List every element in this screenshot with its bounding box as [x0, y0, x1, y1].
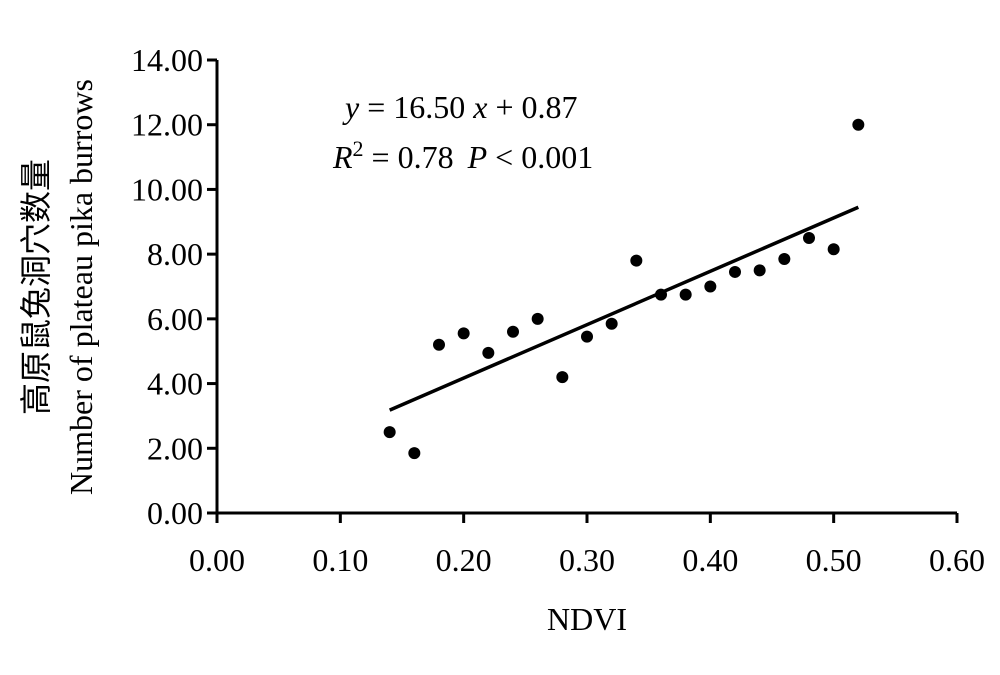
y-tick-label: 4.00 — [147, 366, 203, 402]
data-point — [482, 346, 495, 359]
r2-superscript: 2 — [353, 136, 364, 161]
x-tick-label: 0.30 — [559, 542, 615, 578]
data-point — [729, 265, 741, 278]
data-point — [704, 280, 717, 293]
data-point — [679, 288, 692, 301]
axes — [215, 60, 957, 515]
data-point — [803, 231, 815, 244]
data-point — [383, 426, 396, 439]
x-ticks: 0.00 0.10 0.20 0.30 0.40 0.50 0.60 — [189, 513, 985, 578]
data-point — [778, 252, 791, 265]
x-tick-label: 0.60 — [929, 542, 985, 578]
x-tick-label: 0.00 — [189, 542, 245, 578]
r2-r-symbol: R — [332, 139, 353, 175]
x-tick-label: 0.40 — [682, 542, 738, 578]
eq-intercept: + 0.87 — [487, 89, 577, 125]
data-point — [605, 317, 618, 330]
data-point — [457, 327, 470, 340]
data-point — [753, 264, 766, 277]
x-tick-label: 0.10 — [312, 542, 368, 578]
p-symbol: P — [467, 139, 488, 175]
data-point — [630, 254, 643, 267]
p-value: < 0.001 — [487, 139, 593, 175]
y-tick-label: 14.00 — [131, 42, 203, 78]
x-tick-label: 0.20 — [436, 542, 492, 578]
r-squared-p-value: R2 = 0.78 P < 0.001 — [332, 136, 593, 175]
y-tick-label: 8.00 — [147, 236, 203, 272]
data-point — [655, 288, 667, 301]
data-point — [433, 338, 445, 351]
y-tick-label: 6.00 — [147, 301, 203, 337]
eq-y-symbol: y — [342, 89, 360, 125]
y-tick-label: 10.00 — [131, 171, 203, 207]
x-axis-title: NDVI — [547, 601, 627, 637]
y-tick-label: 2.00 — [147, 430, 203, 466]
regression-equation: y = 16.50 x + 0.87 — [342, 89, 578, 125]
data-point — [556, 371, 569, 384]
data-point — [531, 312, 544, 325]
trendline — [388, 205, 860, 412]
y-ticks: 0.00 2.00 4.00 6.00 8.00 10.00 12.00 14.00 — [131, 42, 217, 531]
data-points — [383, 118, 865, 460]
eq-x-symbol: x — [472, 89, 487, 125]
data-point — [408, 447, 421, 460]
y-tick-label: 12.00 — [131, 107, 203, 143]
r2-value: = 0.78 — [364, 139, 462, 175]
x-tick-label: 0.50 — [806, 542, 862, 578]
eq-slope: = 16.50 — [359, 89, 465, 125]
data-point — [507, 325, 519, 338]
data-point — [852, 118, 865, 131]
data-point — [827, 243, 840, 256]
y-axis-title-en: Number of plateau pika burrows — [63, 79, 99, 495]
data-point — [581, 330, 593, 343]
y-axis-title-cn: 高原鼠兔洞穴数量 — [18, 159, 54, 415]
y-tick-label: 0.00 — [147, 495, 203, 531]
